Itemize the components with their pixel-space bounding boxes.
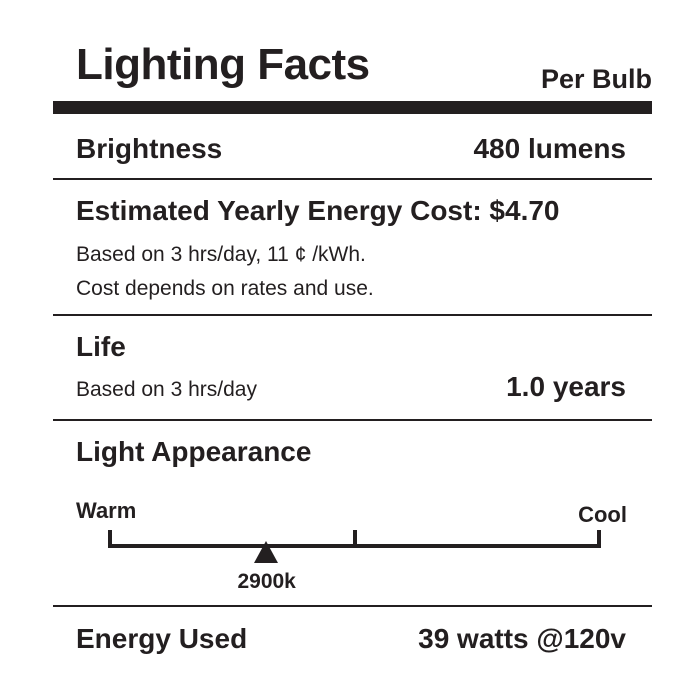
cool-label: Cool (578, 502, 627, 527)
brightness-value: 480 lumens (473, 133, 626, 164)
cost-note-1: Based on 3 hrs/day, 11 ¢ /kWh. (76, 243, 366, 266)
light-appearance-label: Light Appearance (76, 436, 312, 467)
divider (53, 314, 652, 316)
divider (53, 178, 652, 180)
divider (53, 605, 652, 607)
triangle-marker-icon (254, 541, 279, 563)
per-bulb-label: Per Bulb (540, 64, 652, 94)
scale-tick-warm (108, 530, 112, 548)
energy-used-value: 39 watts @120v (418, 623, 626, 654)
warm-label: Warm (76, 498, 137, 523)
life-value: 1.0 years (506, 371, 626, 402)
thick-divider (53, 101, 652, 114)
energy-used-label: Energy Used (76, 623, 248, 654)
page-title: Lighting Facts (76, 40, 370, 89)
color-temperature-value: 2900k (237, 570, 296, 593)
scale-tick-mid (353, 530, 357, 548)
divider (53, 419, 652, 421)
cost-note-2: Cost depends on rates and use. (76, 277, 374, 300)
life-label: Life (76, 331, 126, 362)
life-note: Based on 3 hrs/day (76, 378, 257, 401)
brightness-label: Brightness (76, 133, 223, 164)
yearly-cost-label: Estimated Yearly Energy Cost: $4.70 (76, 195, 560, 226)
scale-tick-cool (597, 530, 601, 548)
